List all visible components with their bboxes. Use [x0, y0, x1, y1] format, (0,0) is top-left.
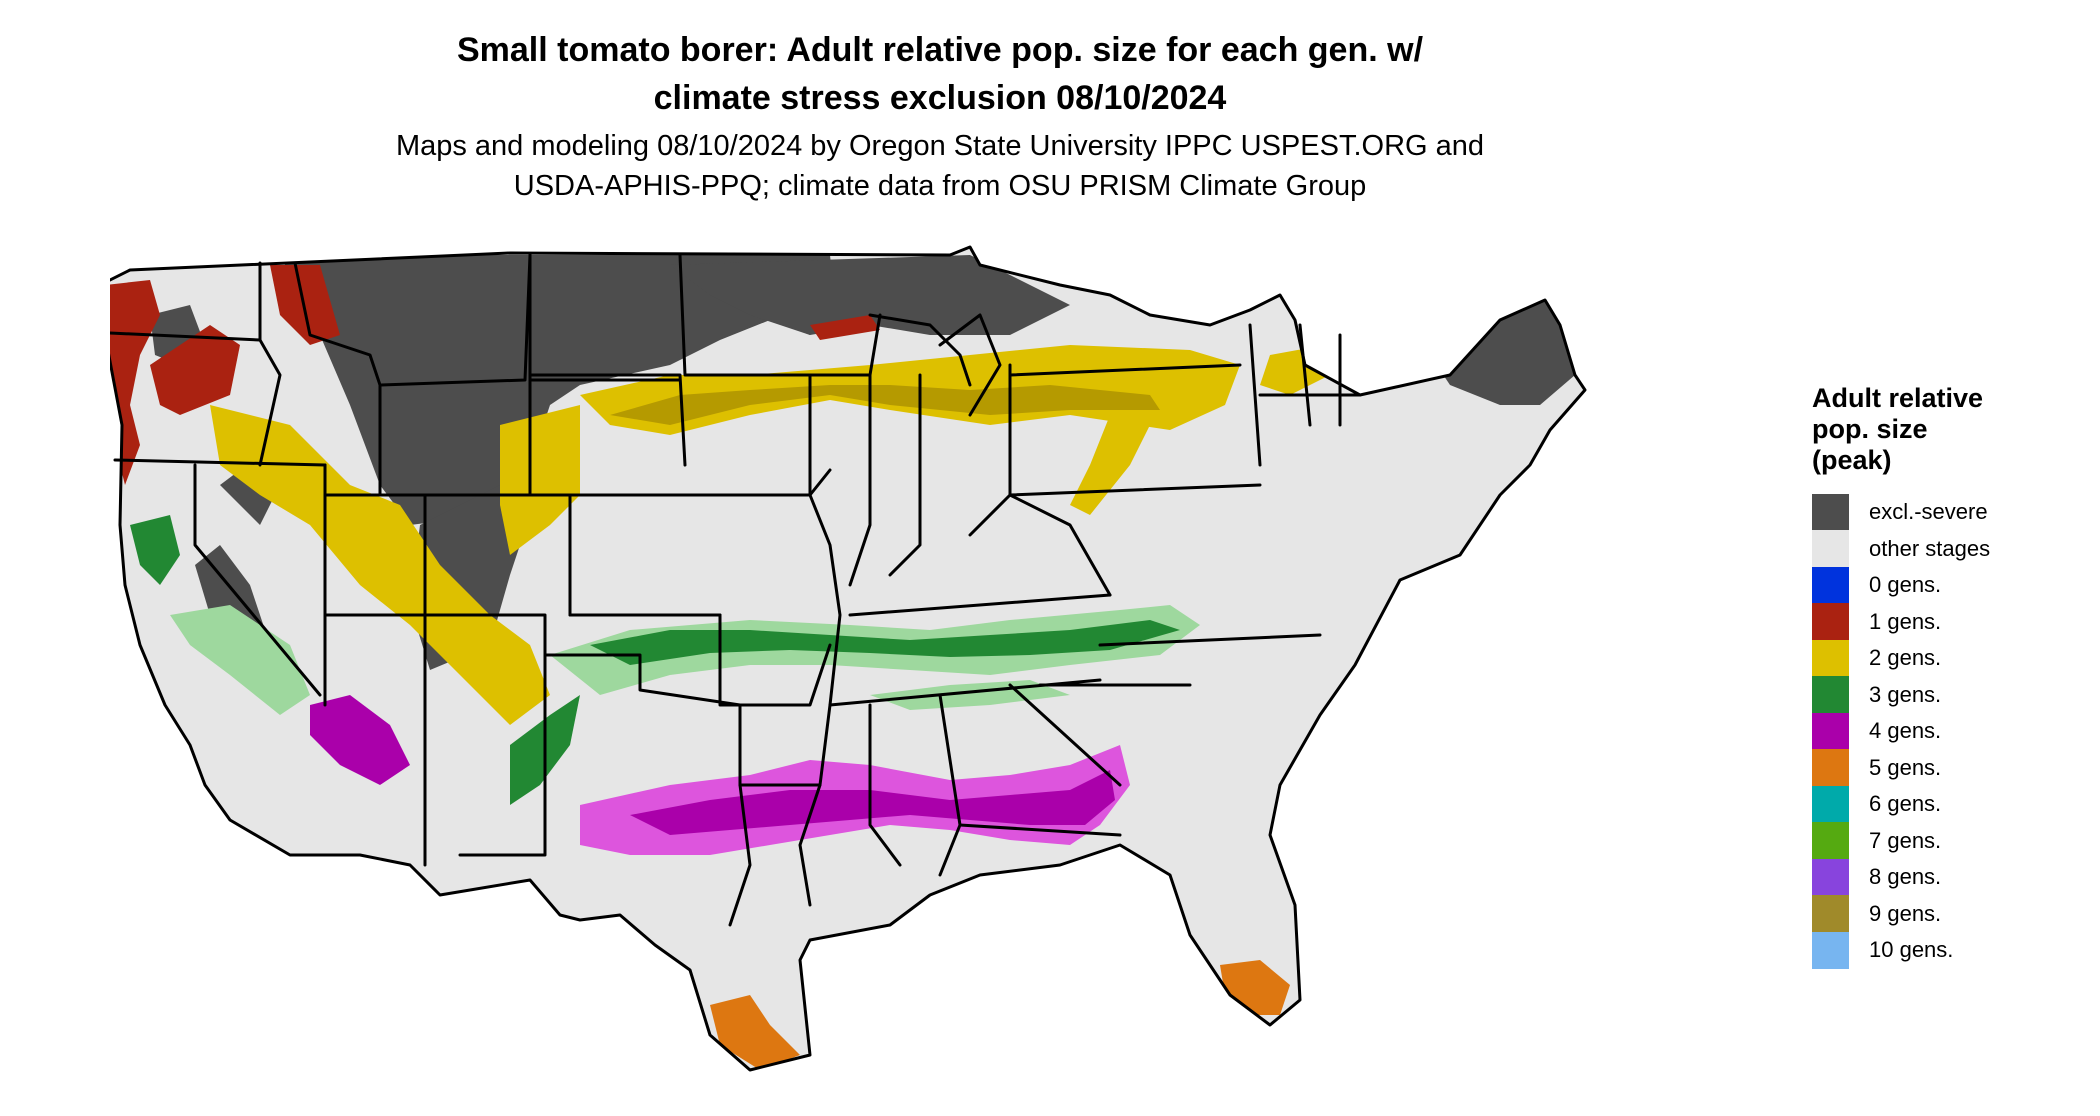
legend-label: excl.-severe	[1869, 499, 1988, 525]
legend-label: 5 gens.	[1869, 754, 1942, 780]
border-new-england	[1248, 323, 1362, 467]
border-wa-or	[110, 331, 262, 342]
legend-swatch	[1812, 603, 1849, 641]
legend-label: 3 gens.	[1869, 681, 1942, 707]
border-mississippi-river	[808, 373, 842, 787]
legend-title-line3: (peak)	[1812, 445, 1892, 475]
map-subtitle: Maps and modeling 08/10/2024 by Oregon S…	[0, 126, 1880, 206]
legend-item-0-gens: 0 gens.	[1812, 566, 2072, 604]
legend-title: Adult relative pop. size (peak)	[1812, 383, 2072, 476]
legend-item-2-gens: 2 gens.	[1812, 639, 2072, 677]
legend-label: other stages	[1869, 535, 1991, 561]
border-wy	[378, 378, 532, 497]
border-ga-fl	[958, 823, 1122, 837]
legend-label: 8 gens.	[1869, 864, 1942, 890]
excluded-region-maine	[1430, 300, 1575, 405]
border-id-west	[258, 261, 282, 467]
border-ar-la	[738, 783, 822, 907]
legend-item-excl-severe: excl.-severe	[1812, 493, 2072, 531]
border-ok-tx	[543, 653, 742, 787]
legend-swatch	[1812, 785, 1849, 823]
legend-swatch	[1812, 822, 1849, 860]
legend-title-line1: Adult relative	[1812, 383, 1984, 413]
border-pa-south	[1008, 483, 1262, 497]
border-id-mt	[293, 261, 382, 387]
gen2-region-southwest	[210, 405, 550, 725]
legend-item-7-gens: 7 gens.	[1812, 822, 2072, 860]
state-borders	[110, 245, 1587, 1072]
legend-label: 10 gens.	[1869, 937, 1954, 963]
border-ga-sc	[1008, 683, 1122, 787]
border-tx-la	[728, 783, 752, 927]
map-title: Small tomato borer: Adult relative pop. …	[0, 26, 1880, 122]
legend-swatch	[1812, 566, 1849, 604]
gen2-region-corn-belt-dark	[610, 385, 1160, 425]
legend-label: 2 gens.	[1869, 645, 1942, 671]
legend-item-6-gens: 6 gens.	[1812, 785, 2072, 823]
legend-swatch	[1812, 493, 1849, 531]
legend-item-9-gens: 9 gens.	[1812, 895, 2072, 933]
legend-item-4-gens: 4 gens.	[1812, 712, 2072, 750]
gen3-region-mojave	[170, 605, 310, 715]
gen2-region-high-plains	[500, 405, 580, 555]
gen1-region-cascades	[150, 325, 240, 415]
gen3-region-california	[130, 515, 180, 585]
legend: Adult relative pop. size (peak) excl.-se…	[1812, 383, 2072, 969]
us-outline	[110, 245, 1587, 1072]
gen3-region-midsouth-core	[590, 620, 1180, 665]
gen5-region-south-texas	[710, 995, 800, 1070]
excluded-region-minnesota	[670, 255, 1070, 335]
border-ky-tn	[848, 593, 1112, 617]
map-subtitle-line1: Maps and modeling 08/10/2024 by Oregon S…	[395, 130, 1485, 162]
border-pa-ny	[1008, 363, 1242, 377]
border-mi-peninsula	[868, 313, 1002, 417]
border-in-oh	[888, 373, 922, 577]
border-il-in	[848, 373, 872, 587]
gen4-region-arizona	[310, 695, 410, 785]
border-nm-tx	[423, 613, 547, 857]
legend-item-other-stages: other stages	[1812, 530, 2072, 568]
border-nd-sd	[528, 253, 682, 382]
border-mn-ia	[678, 253, 812, 377]
legend-item-10-gens: 10 gens.	[1812, 931, 2072, 969]
legend-item-8-gens: 8 gens.	[1812, 858, 2072, 896]
legend-swatch	[1812, 530, 1849, 568]
legend-swatch	[1812, 895, 1849, 933]
map-title-line2: climate stress exclusion 08/10/2024	[653, 79, 1227, 117]
gen2-region-appalachia	[1070, 415, 1150, 515]
gen1-region-lake-superior	[810, 315, 880, 340]
map-subtitle-line2: USDA-APHIS-PPQ; climate data from OSU PR…	[513, 170, 1367, 202]
legend-swatch	[1812, 931, 1849, 969]
border-ca-nv	[193, 463, 322, 697]
border-or-ca-nv	[113, 458, 327, 467]
legend-swatch	[1812, 676, 1849, 714]
legend-label: 4 gens.	[1869, 718, 1942, 744]
gen4-region-gulf-core	[630, 770, 1115, 835]
legend-swatch	[1812, 712, 1849, 750]
legend-label: 0 gens.	[1869, 572, 1942, 598]
legend-items: excl.-severe other stages 0 gens. 1 gens…	[1812, 493, 2072, 969]
map-title-line1: Small tomato borer: Adult relative pop. …	[456, 31, 1424, 69]
border-mo-ar	[718, 613, 832, 707]
us-pest-map	[110, 245, 1587, 1072]
legend-label: 1 gens.	[1869, 608, 1942, 634]
border-ms-al	[868, 703, 902, 867]
legend-swatch	[1812, 639, 1849, 677]
legend-label: 9 gens.	[1869, 900, 1942, 926]
legend-label: 7 gens.	[1869, 827, 1942, 853]
legend-item-3-gens: 3 gens.	[1812, 676, 2072, 714]
legend-title-line2: pop. size	[1812, 414, 1928, 444]
legend-label: 6 gens.	[1869, 791, 1942, 817]
border-sd-ne	[528, 373, 687, 467]
border-va-nc	[1098, 633, 1322, 647]
border-mt-south	[378, 253, 532, 387]
border-wv	[1008, 493, 1112, 597]
legend-swatch	[1812, 858, 1849, 896]
legend-item-5-gens: 5 gens.	[1812, 749, 2072, 787]
excluded-region-northern-rockies	[280, 255, 835, 525]
legend-item-1-gens: 1 gens.	[1812, 603, 2072, 641]
legend-swatch	[1812, 749, 1849, 787]
